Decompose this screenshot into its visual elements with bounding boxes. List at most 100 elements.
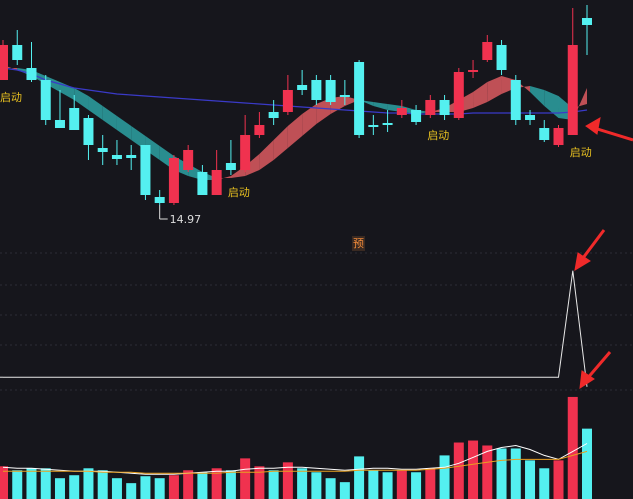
- candle-body: [382, 123, 393, 125]
- volume-ma-line: [3, 450, 588, 474]
- volume-bar: [354, 456, 365, 499]
- volume-bar: [297, 468, 308, 499]
- volume-bar: [126, 483, 137, 499]
- ma-ribbon: [316, 98, 331, 124]
- candle-body: [254, 125, 265, 135]
- candle-body: [97, 148, 108, 152]
- candle-body: [140, 145, 151, 195]
- candle-body: [197, 172, 208, 195]
- low-label: 14.97: [170, 213, 202, 226]
- ma-ribbon: [74, 88, 89, 110]
- ma-ribbon: [373, 102, 388, 110]
- volume-bar: [168, 475, 179, 499]
- candle-body: [311, 80, 322, 100]
- candle-body: [240, 135, 251, 170]
- volume-bar: [496, 448, 507, 499]
- ma-ribbon: [116, 116, 132, 140]
- candle-body: [496, 45, 507, 70]
- volume-bar: [425, 468, 436, 499]
- tag-box: [352, 236, 365, 251]
- candle-body: [0, 45, 8, 80]
- candle-body: [83, 118, 94, 145]
- volume-bar: [240, 458, 251, 499]
- volume-bar: [439, 455, 450, 499]
- volume-bar: [311, 472, 322, 499]
- candle-body: [40, 80, 51, 120]
- candle-body: [54, 120, 65, 128]
- ma-ribbon: [102, 106, 117, 130]
- ma-ribbon: [59, 82, 75, 100]
- ma-ribbon: [131, 126, 146, 150]
- candle-body: [582, 18, 592, 25]
- ma-ribbon: [145, 136, 160, 160]
- candle-body: [354, 62, 365, 135]
- volume-bar: [197, 472, 208, 499]
- volume-bar: [510, 448, 521, 499]
- volume-bar: [282, 462, 293, 499]
- volume-bar: [482, 445, 493, 499]
- candle-body: [468, 70, 479, 72]
- volume-bar: [553, 460, 564, 499]
- ma-ribbon: [544, 90, 559, 118]
- volume-bar: [140, 476, 151, 499]
- arrow-head: [585, 117, 601, 135]
- signal-label: 启动: [228, 186, 250, 199]
- ma-ribbon: [530, 86, 545, 106]
- signal-label: 启动: [0, 91, 22, 104]
- volume-bar: [183, 470, 194, 499]
- volume-bar: [396, 470, 407, 499]
- ma-ribbon: [344, 96, 360, 106]
- volume-bar: [83, 468, 94, 499]
- candle-body: [553, 128, 564, 145]
- ma-ribbon: [287, 114, 303, 148]
- candle-body: [411, 110, 422, 122]
- volume-bar: [339, 482, 350, 499]
- volume-bar: [211, 468, 222, 499]
- ma-ribbon: [473, 82, 488, 108]
- ma-ribbon: [487, 76, 502, 102]
- volume-ma-line: [2, 443, 588, 475]
- candle-body: [268, 112, 279, 118]
- volume-bar: [154, 478, 165, 499]
- volume-bar: [582, 428, 592, 499]
- volume-bar: [26, 468, 37, 499]
- ma-ribbon: [302, 104, 317, 136]
- ma-ribbon: [245, 154, 260, 176]
- volume-bar: [12, 470, 23, 499]
- candle-body: [126, 155, 137, 158]
- candle-body: [339, 95, 350, 97]
- volume-bar: [54, 478, 65, 499]
- volume-bar: [468, 440, 479, 499]
- candle-body: [225, 163, 236, 170]
- ma-line: [2, 67, 588, 115]
- volume-bar: [382, 472, 393, 499]
- signal-label: 启动: [427, 129, 449, 142]
- volume-bar: [525, 460, 536, 499]
- volume-bar: [69, 475, 80, 499]
- candle-body: [525, 115, 536, 120]
- ma-ribbon: [88, 96, 103, 120]
- ma-ribbon: [273, 126, 288, 160]
- candle-body: [510, 80, 521, 120]
- candle-body: [297, 85, 308, 90]
- volume-bar: [453, 442, 464, 499]
- arrow-head: [574, 252, 591, 271]
- candle-body: [368, 125, 379, 127]
- candle-body: [282, 90, 293, 112]
- candle-body: [111, 155, 122, 159]
- volume-bar: [268, 470, 279, 499]
- arrow-head: [579, 370, 595, 389]
- arrow: [593, 126, 633, 142]
- candle-body: [482, 42, 493, 60]
- volume-bar: [368, 470, 379, 499]
- volume-bar: [411, 472, 422, 499]
- volume-bar: [254, 466, 265, 499]
- arrow: [584, 351, 612, 381]
- candle-body: [396, 108, 407, 115]
- candle-body: [69, 108, 80, 130]
- candle-body: [183, 150, 194, 170]
- candle-body: [154, 197, 165, 203]
